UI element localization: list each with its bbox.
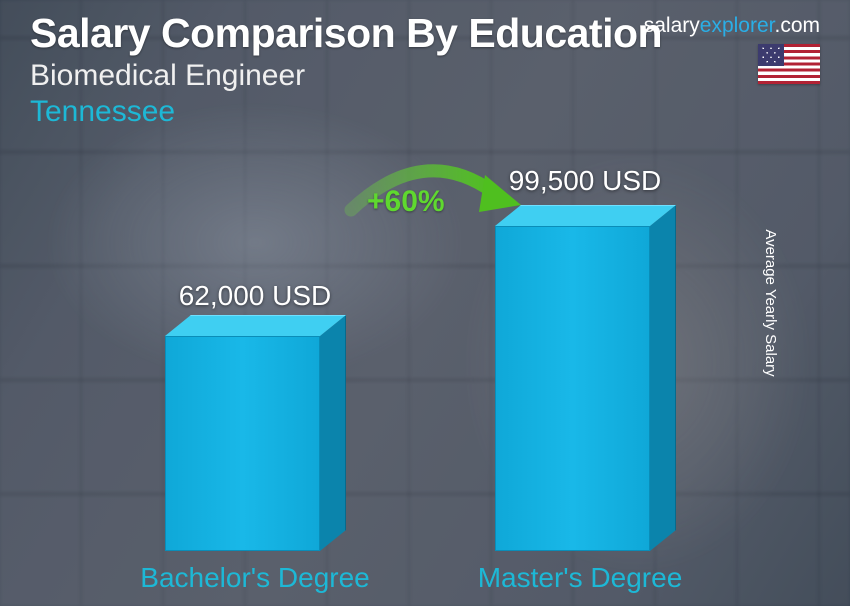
brand-accent: explorer <box>700 14 775 37</box>
brand-prefix: salary <box>644 14 700 37</box>
brand-suffix: .com <box>774 14 820 37</box>
y-axis-label: Average Yearly Salary <box>762 229 779 376</box>
us-flag-icon <box>758 44 820 84</box>
location-label: Tennessee <box>30 95 820 129</box>
brand-name: salaryexplorer.com <box>644 14 820 38</box>
bar-masters <box>480 226 690 551</box>
bar-label: Master's Degree <box>440 562 720 594</box>
brand-block: salaryexplorer.com <box>644 14 820 84</box>
bar-bachelors <box>150 336 360 551</box>
bar-value: 62,000 USD <box>125 280 385 312</box>
increase-percent: +60% <box>367 185 445 219</box>
bar-label: Bachelor's Degree <box>115 562 395 594</box>
